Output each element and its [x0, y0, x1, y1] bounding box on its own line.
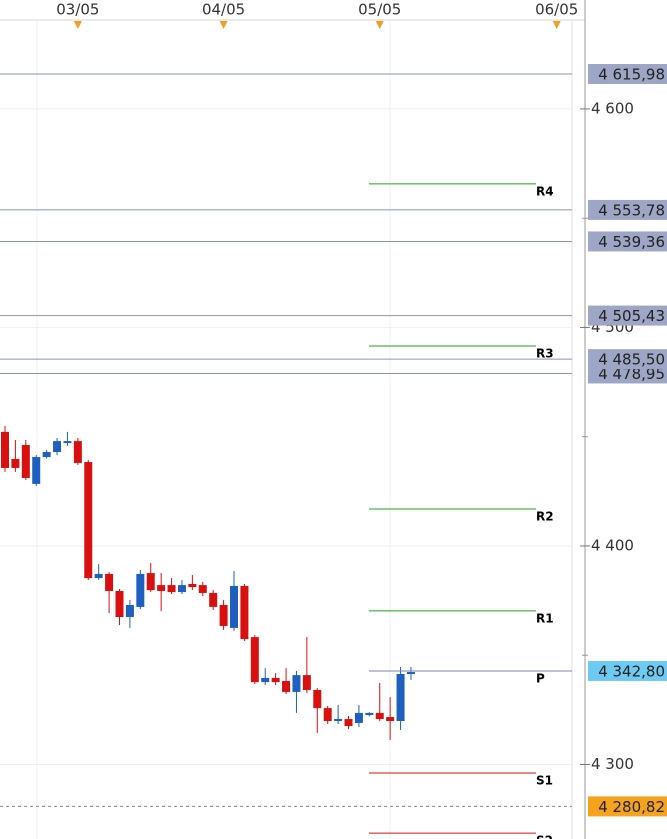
level-tag-box [588, 305, 667, 326]
candle-body [32, 457, 41, 484]
candle-body [157, 585, 166, 591]
candle-body [136, 573, 145, 607]
pivot-label: R4 [536, 184, 554, 198]
candle-body [344, 719, 353, 727]
x-tick-marker [375, 21, 384, 29]
candle-body [146, 573, 155, 591]
candle-body [125, 604, 134, 617]
candle-body [375, 712, 384, 720]
candle-body [42, 452, 51, 458]
pivot-label: P [536, 671, 545, 685]
candle-body [177, 585, 186, 593]
candle-body [63, 441, 72, 444]
candle-body [198, 585, 207, 593]
x-tick-label: 05/05 [358, 1, 401, 19]
level-tag-label: 4 553,78 [598, 201, 665, 219]
pivot-label: R3 [536, 347, 554, 361]
x-tick-marker [219, 21, 228, 29]
candle-body [21, 445, 30, 479]
candle-body [334, 719, 343, 722]
level-tag-label: 4 485,50 [598, 351, 665, 369]
candle-body [386, 717, 395, 722]
level-tag-label: 4 478,95 [598, 365, 665, 383]
candle-body [230, 585, 239, 628]
candle-body [302, 675, 311, 690]
level-tag-box [588, 231, 667, 252]
candle-body [167, 585, 176, 593]
y-tick-label: 4 400 [591, 536, 634, 554]
candle-body [188, 583, 197, 588]
candle-body [250, 637, 259, 683]
candle-body [406, 672, 415, 675]
price-tag-box [588, 660, 667, 681]
candle-body [354, 712, 363, 723]
level-tag-label: 4 539,36 [598, 233, 665, 251]
candle-body [84, 462, 93, 579]
level-tag-label: 4 505,43 [598, 307, 665, 325]
candle-body [94, 573, 103, 579]
price-tag-label: 4 342,80 [598, 662, 665, 680]
candle-body [53, 441, 62, 453]
candle-body [292, 675, 301, 692]
x-tick-label: 04/05 [202, 1, 245, 19]
level-tag-box [588, 349, 667, 370]
level-tag-box [588, 199, 667, 220]
candle-body [282, 681, 291, 692]
x-tick-marker [73, 21, 82, 29]
x-tick-marker [552, 21, 561, 29]
candle-body [209, 592, 218, 607]
y-tick-label: 4 300 [591, 755, 634, 773]
y-tick-label: 4 600 [591, 99, 634, 117]
candle-body [0, 431, 9, 468]
pivot-label: R2 [536, 510, 554, 524]
level-tag-box [588, 64, 667, 85]
level-tag-label: 4 615,98 [598, 66, 665, 84]
candle-body [219, 604, 228, 626]
candle-body [365, 712, 374, 716]
candle-body [240, 585, 249, 640]
previous-close-tag-label: 4 280,82 [598, 798, 665, 816]
candle-body [115, 590, 124, 617]
candle-body [396, 674, 405, 722]
candle-body [11, 458, 20, 468]
candle-body [323, 708, 332, 722]
candle-body [261, 677, 270, 683]
candle-body [105, 573, 114, 591]
pivot-label: S2 [536, 834, 553, 839]
pivot-label: R1 [536, 611, 554, 625]
previous-close-tag-box [588, 796, 667, 817]
candle-body [313, 689, 322, 709]
x-tick-label: 06/05 [535, 1, 578, 19]
candle-body [271, 677, 280, 683]
pivot-label: S1 [536, 774, 553, 788]
x-tick-label: 03/05 [56, 1, 99, 19]
candle-body [73, 441, 82, 463]
